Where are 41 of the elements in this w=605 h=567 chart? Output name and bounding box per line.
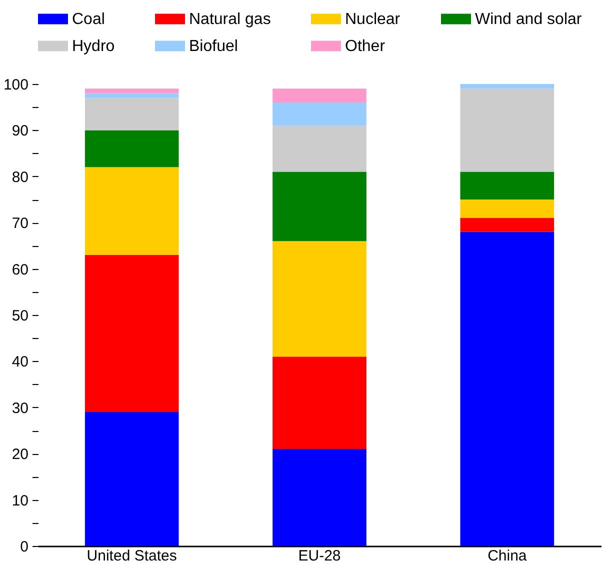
- bar: [84, 98, 179, 130]
- bar: [272, 241, 366, 357]
- legend-label: Wind and solar: [475, 11, 582, 28]
- bar: [272, 448, 366, 546]
- bar: [272, 126, 366, 172]
- legend-label: Coal: [72, 11, 105, 28]
- bar: [460, 84, 554, 89]
- y-tick-label: 10: [12, 492, 28, 510]
- y-tick-label: 40: [12, 354, 28, 371]
- legend-label: Natural gas: [189, 11, 271, 28]
- y-tick-label: 20: [12, 446, 28, 464]
- bar: [272, 102, 366, 126]
- bar: [272, 172, 366, 242]
- x-tick-label: China: [488, 548, 528, 564]
- y-tick-label: 90: [12, 122, 28, 140]
- y-tick-label: 70: [12, 215, 28, 232]
- bar: [460, 200, 554, 218]
- bar: [460, 88, 554, 172]
- y-tick-label: 60: [12, 261, 28, 278]
- bar: [84, 254, 179, 412]
- bar: [84, 412, 179, 546]
- bar: [84, 130, 179, 168]
- legend-label: Biofuel: [189, 38, 238, 55]
- bar: [272, 356, 366, 449]
- legend-label: Nuclear: [345, 11, 401, 28]
- y-tick-label: 30: [12, 400, 28, 417]
- y-tick-label: 100: [3, 76, 28, 94]
- bar: [460, 232, 554, 546]
- bar: [84, 88, 179, 94]
- x-tick-label: EU-28: [298, 548, 341, 564]
- bar: [460, 218, 554, 232]
- y-tick-label: 80: [12, 168, 28, 186]
- legend-label: Other: [345, 38, 386, 55]
- y-tick-label: 0: [20, 538, 28, 556]
- y-tick-label: 50: [12, 308, 28, 324]
- bar: [84, 167, 179, 255]
- bar: [460, 172, 554, 200]
- bar: [272, 88, 366, 102]
- x-tick-label: United States: [86, 548, 177, 564]
- bar: [84, 93, 179, 98]
- legend-label: Hydro: [72, 38, 115, 55]
